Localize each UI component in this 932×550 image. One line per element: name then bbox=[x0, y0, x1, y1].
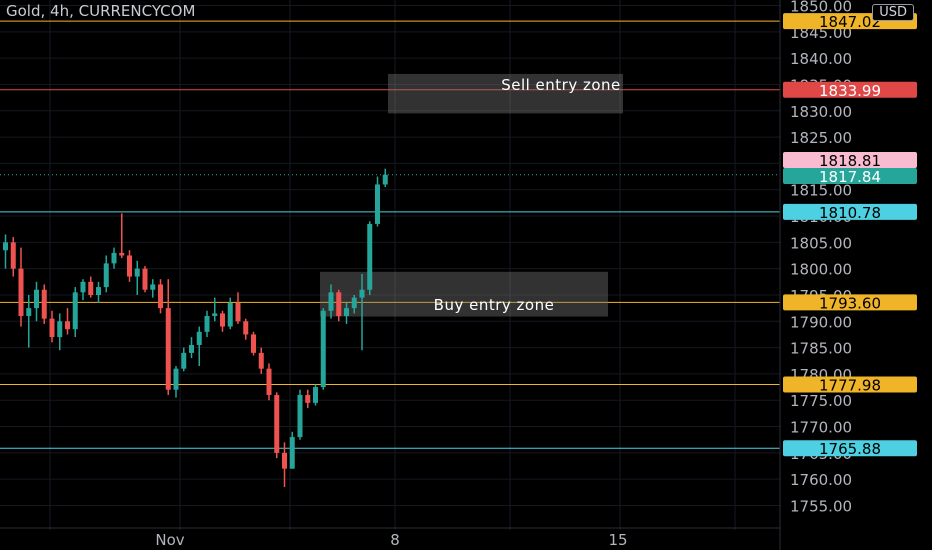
y-tick-label: 1815.00 bbox=[790, 182, 852, 200]
candle-body bbox=[313, 387, 318, 403]
candle-body bbox=[72, 292, 78, 330]
y-tick-label: 1825.00 bbox=[790, 129, 852, 147]
candle-body bbox=[119, 252, 125, 256]
price-tag-label: 1833.99 bbox=[819, 82, 881, 100]
candle-body bbox=[243, 321, 249, 335]
price-tag bbox=[783, 376, 917, 393]
x-tick-label: Nov bbox=[155, 531, 184, 549]
y-tick-label: 1840.00 bbox=[790, 50, 852, 68]
candle-body bbox=[10, 242, 16, 269]
candle-body bbox=[220, 313, 225, 327]
candles bbox=[3, 168, 388, 488]
candle-body bbox=[289, 437, 295, 469]
y-tick-label: 1800.00 bbox=[790, 261, 852, 279]
candle-body bbox=[274, 394, 280, 453]
y-tick-label: 1790.00 bbox=[790, 313, 852, 331]
candle-body bbox=[165, 308, 171, 390]
candle-body bbox=[258, 352, 264, 369]
candle-body bbox=[227, 302, 233, 327]
candle-body bbox=[196, 331, 202, 345]
candle-body bbox=[251, 334, 256, 353]
zone-label: Buy entry zone bbox=[434, 296, 555, 314]
y-tick-label: 1775.00 bbox=[790, 392, 852, 410]
candle-body bbox=[204, 316, 210, 332]
candle-body bbox=[96, 287, 101, 295]
candle-body bbox=[266, 368, 272, 395]
candle-body bbox=[103, 263, 109, 288]
candle-body bbox=[80, 281, 86, 293]
candle-body bbox=[189, 344, 194, 353]
candle-body bbox=[134, 268, 140, 277]
y-tick-label: 1785.00 bbox=[790, 340, 852, 358]
chart-grid bbox=[0, 0, 780, 530]
currency-button[interactable]: USD bbox=[872, 4, 914, 21]
candle-body bbox=[328, 292, 334, 311]
candle-body bbox=[382, 174, 388, 185]
entry-zone bbox=[388, 73, 623, 114]
candle-body bbox=[88, 281, 94, 295]
y-tick-label: 1760.00 bbox=[790, 471, 852, 489]
price-tags: 1847.02 1833.99 1810.78 1793.60 1777.98 1765.… bbox=[783, 13, 917, 458]
y-tick-label: 1850.00 bbox=[790, 0, 852, 16]
candle-body bbox=[305, 394, 311, 403]
horizontal-levels bbox=[0, 20, 780, 449]
candle-body bbox=[344, 308, 349, 317]
y-tick-label: 1805.00 bbox=[790, 234, 852, 252]
candle-body bbox=[65, 321, 70, 330]
price-tag bbox=[783, 440, 917, 457]
price-tag bbox=[783, 168, 917, 184]
candle-body bbox=[3, 242, 8, 251]
time-axis[interactable]: Nov 8 15 bbox=[0, 527, 780, 549]
price-tag bbox=[783, 152, 917, 168]
y-tick-label: 1755.00 bbox=[790, 498, 852, 516]
candle-body bbox=[282, 452, 287, 469]
price-tag-label: 1765.88 bbox=[819, 440, 881, 458]
candle-body bbox=[235, 302, 241, 322]
price-tag bbox=[783, 294, 917, 311]
candle-body bbox=[212, 313, 218, 317]
x-tick-label: 8 bbox=[390, 531, 400, 549]
price-tag-label: 1847.02 bbox=[819, 13, 881, 31]
candle-body bbox=[367, 223, 373, 290]
candle-body bbox=[18, 268, 24, 317]
price-tag-label: 1810.78 bbox=[819, 204, 881, 222]
candle-body bbox=[142, 268, 148, 290]
candle-body bbox=[49, 318, 55, 338]
candle-body bbox=[375, 184, 380, 224]
price-tag-label: 1777.98 bbox=[819, 377, 881, 395]
candle-body bbox=[150, 284, 156, 290]
candle-body bbox=[351, 297, 357, 309]
candle-body bbox=[41, 289, 47, 319]
candle-body bbox=[181, 352, 187, 369]
zone-label: Sell entry zone bbox=[501, 76, 621, 94]
candle-body bbox=[173, 368, 179, 390]
candle-body bbox=[336, 292, 342, 317]
candle-body bbox=[111, 252, 117, 264]
x-tick-label: 15 bbox=[608, 531, 627, 549]
candle-body bbox=[57, 321, 63, 338]
chart-title: Gold, 4h, CURRENCYCOM bbox=[6, 2, 196, 20]
price-tag bbox=[783, 81, 917, 98]
candle-body bbox=[359, 289, 365, 298]
candle-body bbox=[26, 308, 32, 317]
y-tick-label: 1830.00 bbox=[790, 103, 852, 121]
candle-body bbox=[158, 284, 163, 309]
candle-body bbox=[34, 289, 39, 309]
y-tick-label: 1770.00 bbox=[790, 419, 852, 437]
price-tag-label: 1793.60 bbox=[819, 294, 881, 312]
price-tag bbox=[783, 203, 917, 220]
price-tag-label: 1817.84 bbox=[819, 168, 881, 186]
candle-body bbox=[320, 310, 326, 388]
price-tag-label: 1818.81 bbox=[819, 152, 881, 170]
candle-body bbox=[127, 255, 132, 277]
candle-body bbox=[297, 394, 303, 438]
